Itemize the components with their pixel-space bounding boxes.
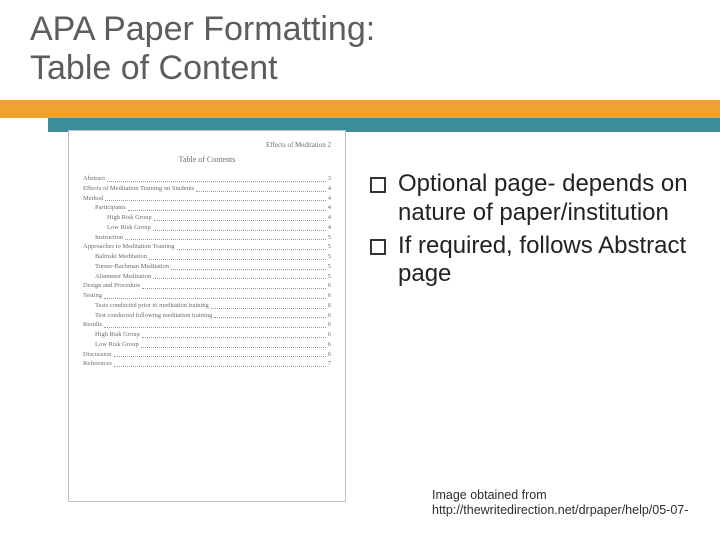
toc-entry-page: 6 bbox=[328, 330, 331, 340]
toc-leader-dots bbox=[125, 233, 326, 241]
toc-entry-page: 4 bbox=[328, 213, 331, 223]
toc-entry-page: 6 bbox=[328, 311, 331, 321]
toc-entry: Approaches to Meditation Training 5 bbox=[83, 242, 331, 252]
toc-entry-label: Design and Procedure bbox=[83, 281, 140, 291]
toc-entry-label: Approaches to Meditation Training bbox=[83, 242, 175, 252]
toc-entry: Results 6 bbox=[83, 320, 331, 330]
toc-leader-dots bbox=[104, 291, 326, 299]
toc-entry: Test conducted following meditation trai… bbox=[83, 311, 331, 321]
toc-entry-page: 6 bbox=[328, 291, 331, 301]
toc-entry: Discussion 6 bbox=[83, 350, 331, 360]
toc-leader-dots bbox=[153, 272, 326, 280]
toc-leader-dots bbox=[149, 252, 326, 260]
bullet-text: Optional page- depends on nature of pape… bbox=[398, 170, 690, 228]
toc-entry-page: 7 bbox=[328, 359, 331, 369]
toc-entry-page: 3 bbox=[328, 174, 331, 184]
toc-heading: Table of Contents bbox=[83, 155, 331, 164]
toc-page-image: Effects of Meditation 2 Table of Content… bbox=[68, 130, 346, 502]
toc-entry: Turner-Bachman Meditation 5 bbox=[83, 262, 331, 272]
toc-entry-page: 4 bbox=[328, 194, 331, 204]
toc-entry: Altameter Meditation 5 bbox=[83, 272, 331, 282]
toc-entry: Low Risk Group 6 bbox=[83, 340, 331, 350]
toc-entry-label: Abstract bbox=[83, 174, 105, 184]
toc-entry: Tests conducted prior to meditation trai… bbox=[83, 301, 331, 311]
toc-entry-page: 5 bbox=[328, 242, 331, 252]
toc-entry-page: 5 bbox=[328, 262, 331, 272]
toc-entry: Testing 6 bbox=[83, 291, 331, 301]
toc-leader-dots bbox=[105, 194, 326, 202]
toc-entry-page: 4 bbox=[328, 184, 331, 194]
toc-entry-label: Tests conducted prior to meditation trai… bbox=[95, 301, 209, 311]
accent-bars bbox=[0, 100, 720, 132]
toc-entry-page: 5 bbox=[328, 252, 331, 262]
bullet-text: If required, follows Abstract page bbox=[398, 232, 690, 290]
toc-entry: Instruction 5 bbox=[83, 233, 331, 243]
toc-leader-dots bbox=[153, 223, 326, 231]
bullet-item: Optional page- depends on nature of pape… bbox=[370, 170, 690, 228]
toc-entry: Effects of Meditation Training on Studen… bbox=[83, 184, 331, 194]
toc-entry-page: 5 bbox=[328, 233, 331, 243]
toc-entry: High Risk Group 6 bbox=[83, 330, 331, 340]
toc-entry-page: 6 bbox=[328, 301, 331, 311]
toc-entry-label: Balinski Meditation bbox=[95, 252, 147, 262]
toc-entry-label: Discussion bbox=[83, 350, 112, 360]
toc-entry: Method 4 bbox=[83, 194, 331, 204]
square-bullet-icon bbox=[370, 177, 386, 193]
toc-entry: Abstract 3 bbox=[83, 174, 331, 184]
toc-entry: Participants 4 bbox=[83, 203, 331, 213]
title-line1: APA Paper Formatting:Table of Content bbox=[30, 10, 375, 87]
toc-entry-label: Low Risk Group bbox=[95, 340, 139, 350]
toc-entry-label: High Risk Group bbox=[95, 330, 140, 340]
toc-leader-dots bbox=[107, 174, 326, 182]
toc-entry: References 7 bbox=[83, 359, 331, 369]
toc-leader-dots bbox=[114, 359, 326, 367]
toc-entry-label: Altameter Meditation bbox=[95, 272, 151, 282]
toc-leader-dots bbox=[142, 330, 326, 338]
toc-leader-dots bbox=[171, 262, 326, 270]
toc-entry-page: 6 bbox=[328, 320, 331, 330]
image-credit: Image obtained from http://thewritedirec… bbox=[432, 488, 707, 518]
toc-leader-dots bbox=[177, 242, 326, 250]
toc-running-head: Effects of Meditation 2 bbox=[83, 141, 331, 149]
toc-entry-label: High Risk Group bbox=[107, 213, 152, 223]
bar-orange bbox=[0, 100, 720, 118]
toc-entry-page: 6 bbox=[328, 340, 331, 350]
toc-entry-label: Test conducted following meditation trai… bbox=[95, 311, 212, 321]
toc-leader-dots bbox=[142, 281, 325, 289]
slide-title: APA Paper Formatting:Table of Content bbox=[30, 10, 375, 88]
toc-entry-page: 5 bbox=[328, 272, 331, 282]
toc-leader-dots bbox=[104, 320, 326, 328]
toc-leader-dots bbox=[214, 311, 326, 319]
toc-entry: Design and Procedure 6 bbox=[83, 281, 331, 291]
toc-entry-page: 6 bbox=[328, 350, 331, 360]
toc-entries: Abstract 3 Effects of Meditation Training … bbox=[83, 174, 331, 369]
bullet-list: Optional page- depends on nature of pape… bbox=[370, 170, 690, 293]
toc-entry-label: Low Risk Group bbox=[107, 223, 151, 233]
toc-entry-label: Method bbox=[83, 194, 103, 204]
toc-entry-page: 6 bbox=[328, 281, 331, 291]
toc-entry-label: Instruction bbox=[95, 233, 123, 243]
toc-entry-label: Turner-Bachman Meditation bbox=[95, 262, 169, 272]
toc-entry-page: 4 bbox=[328, 223, 331, 233]
toc-leader-dots bbox=[114, 350, 326, 358]
toc-leader-dots bbox=[196, 184, 325, 192]
toc-entry-label: Testing bbox=[83, 291, 102, 301]
toc-leader-dots bbox=[128, 203, 326, 211]
toc-entry: Low Risk Group 4 bbox=[83, 223, 331, 233]
slide-root: APA Paper Formatting:Table of Content Ef… bbox=[0, 0, 720, 540]
toc-entry-page: 4 bbox=[328, 203, 331, 213]
toc-entry-label: References bbox=[83, 359, 112, 369]
toc-entry-label: Results bbox=[83, 320, 102, 330]
toc-entry-label: Effects of Meditation Training on Studen… bbox=[83, 184, 194, 194]
toc-entry: Balinski Meditation 5 bbox=[83, 252, 331, 262]
toc-entry-label: Participants bbox=[95, 203, 126, 213]
toc-leader-dots bbox=[211, 301, 326, 309]
bullet-item: If required, follows Abstract page bbox=[370, 232, 690, 290]
square-bullet-icon bbox=[370, 239, 386, 255]
toc-entry: High Risk Group 4 bbox=[83, 213, 331, 223]
toc-leader-dots bbox=[141, 340, 326, 348]
toc-leader-dots bbox=[154, 213, 326, 221]
